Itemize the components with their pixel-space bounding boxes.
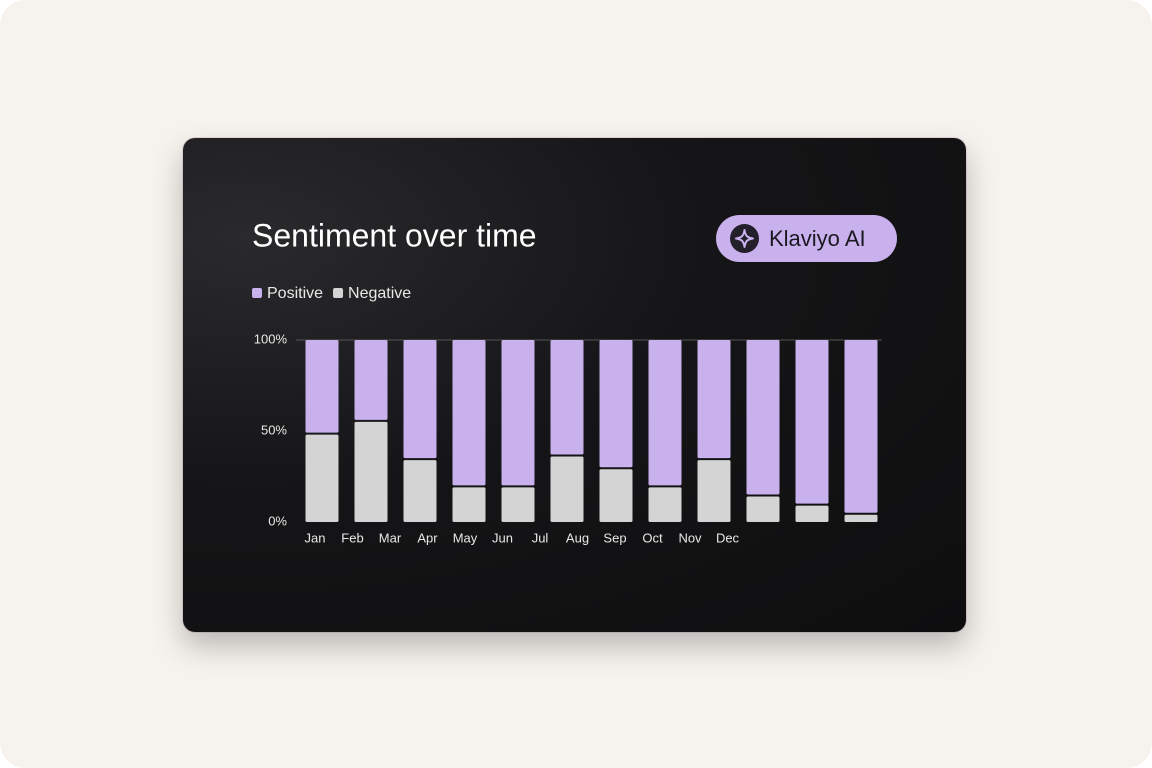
- x-tick-label: Oct: [642, 530, 663, 545]
- bar-segment: [746, 340, 780, 495]
- y-tick-label: 50%: [261, 422, 287, 437]
- bar-segment: [599, 340, 633, 468]
- bar-segment: [795, 340, 829, 504]
- bar-segment: [403, 460, 437, 522]
- x-tick-label: Nov: [678, 530, 702, 545]
- chart-title: Sentiment over time: [252, 217, 537, 253]
- legend-swatch: [252, 288, 262, 298]
- bar-segment: [697, 460, 731, 522]
- bar-segment: [501, 340, 535, 486]
- bar-segment: [746, 496, 780, 522]
- bar-segment: [501, 487, 535, 522]
- x-tick-label: Feb: [341, 530, 363, 545]
- legend-label: Negative: [348, 285, 411, 302]
- bar-segment: [599, 469, 633, 522]
- bar-segment: [844, 340, 878, 513]
- bar-segment: [844, 514, 878, 522]
- bar-segment: [648, 487, 682, 522]
- x-tick-label: Jan: [305, 530, 326, 545]
- sparkle-icon: [730, 224, 759, 253]
- bar-segment: [305, 340, 339, 433]
- bar-segment: [550, 340, 584, 455]
- bar-segment: [697, 340, 731, 459]
- bar-segment: [648, 340, 682, 486]
- x-tick-label: Apr: [417, 530, 438, 545]
- x-tick-label: Aug: [566, 530, 589, 545]
- x-tick-label: Sep: [603, 530, 626, 545]
- bar-segment: [403, 340, 437, 459]
- legend-swatch: [333, 288, 344, 298]
- bar-segment: [795, 505, 829, 522]
- x-tick-label: Mar: [379, 530, 402, 545]
- bar-segment: [354, 340, 388, 420]
- y-tick-label: 0%: [268, 513, 287, 528]
- bar-segment: [550, 456, 584, 522]
- sparkle: [735, 229, 754, 248]
- bar-segment: [452, 487, 486, 522]
- y-tick-label: 100%: [254, 331, 288, 346]
- x-tick-label: Jul: [532, 530, 549, 545]
- bar-segment: [305, 434, 339, 522]
- badge-label: Klaviyo AI: [769, 226, 866, 251]
- legend-label: Positive: [267, 285, 323, 302]
- x-tick-label: Dec: [716, 530, 740, 545]
- bar-segment: [452, 340, 486, 486]
- x-tick-label: May: [453, 530, 478, 545]
- ai-badge[interactable]: Klaviyo AI: [716, 215, 897, 262]
- bar-segment: [354, 421, 388, 522]
- x-tick-label: Jun: [492, 530, 513, 545]
